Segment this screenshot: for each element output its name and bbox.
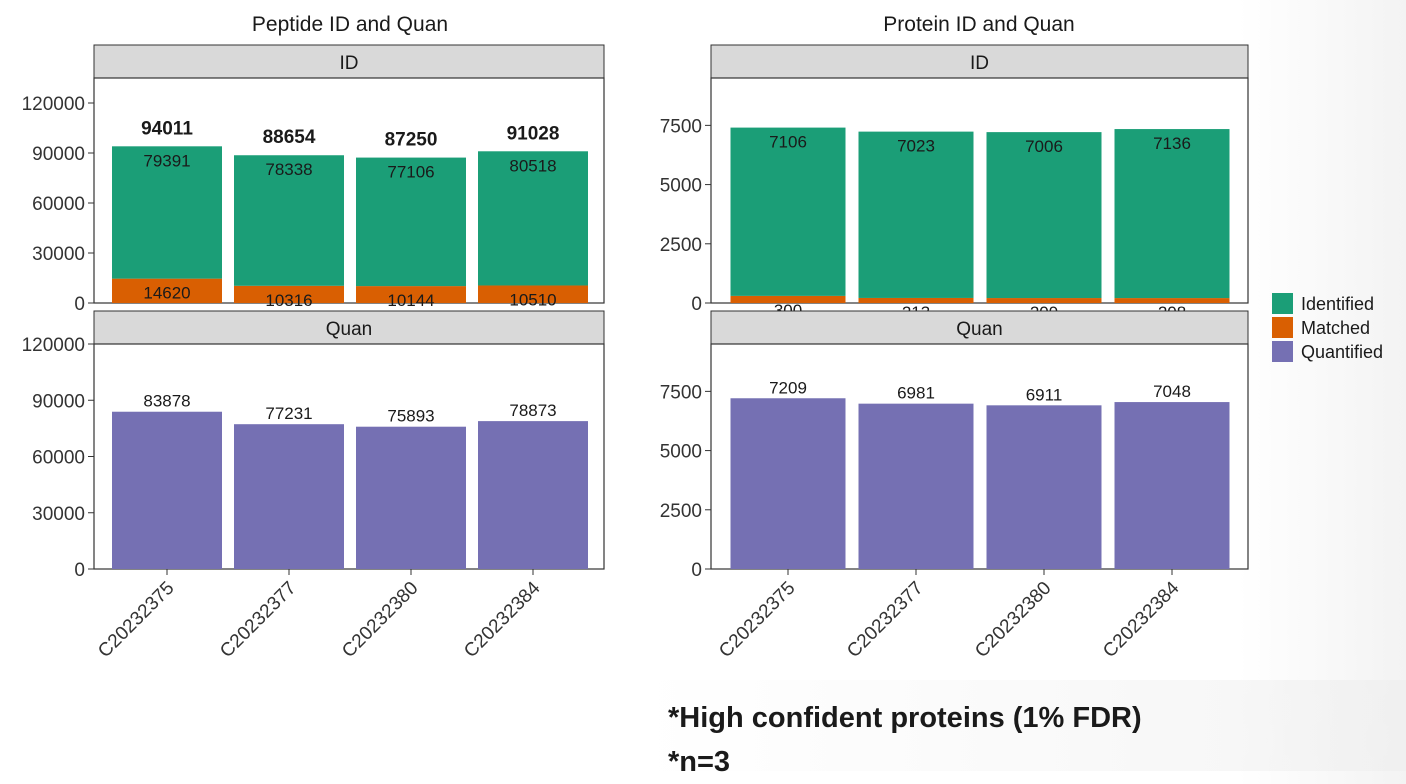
data-label-quantified: 6981 xyxy=(897,384,935,403)
y-tick-label: 5000 xyxy=(660,176,702,197)
y-tick-label: 0 xyxy=(74,560,85,581)
x-tick-label: C20232384 xyxy=(1099,577,1184,662)
data-label-total: 94011 xyxy=(141,118,193,139)
x-tick-label: C20232384 xyxy=(460,577,545,662)
facet-strip-label: Quan xyxy=(326,319,372,340)
y-tick-label: 30000 xyxy=(32,504,85,525)
bar-quantified xyxy=(478,421,588,569)
bar-identified xyxy=(234,155,344,286)
facet-strip-label: Quan xyxy=(956,319,1002,340)
y-tick-label: 0 xyxy=(74,294,85,315)
data-label-identified: 7006 xyxy=(1025,137,1063,156)
data-label-matched: 14620 xyxy=(143,284,190,303)
x-tick-label: C20232375 xyxy=(715,578,799,662)
legend-label-quantified: Quantified xyxy=(1301,342,1383,362)
bar-matched xyxy=(356,286,466,303)
data-label-quantified: 75893 xyxy=(387,407,434,426)
bar-quantified xyxy=(730,398,846,569)
bar-identified xyxy=(730,127,846,296)
y-tick-label: 60000 xyxy=(32,194,85,215)
data-label-identified: 7136 xyxy=(1153,134,1191,153)
x-tick-label: C20232377 xyxy=(843,578,927,662)
x-tick-label: C20232380 xyxy=(971,578,1055,662)
data-label-matched: 10510 xyxy=(509,290,556,309)
bar-quantified xyxy=(858,403,974,569)
data-label-total: 87250 xyxy=(385,130,438,151)
bar-quantified xyxy=(234,424,344,569)
chart-title: Peptide ID and Quan xyxy=(252,13,448,36)
legend-label-identified: Identified xyxy=(1301,294,1374,314)
y-tick-label: 120000 xyxy=(22,335,85,356)
bar-quantified xyxy=(986,405,1102,569)
y-tick-label: 2500 xyxy=(660,501,702,522)
facet-strip xyxy=(710,44,1249,79)
legend-swatch-identified xyxy=(1272,293,1293,314)
bar-quantified xyxy=(112,411,222,569)
y-tick-label: 120000 xyxy=(22,94,85,115)
bar-matched xyxy=(858,297,974,303)
data-label-identified: 7023 xyxy=(897,137,935,156)
bar-matched xyxy=(478,285,588,303)
bar-identified xyxy=(112,146,222,279)
data-label-quantified: 6911 xyxy=(1026,385,1063,404)
data-label-quantified: 83878 xyxy=(143,392,190,411)
bar-identified xyxy=(1114,129,1230,299)
facet-strip xyxy=(93,44,605,79)
y-tick-label: 0 xyxy=(691,560,702,581)
y-tick-label: 30000 xyxy=(32,244,85,265)
x-tick-label: C20232377 xyxy=(216,578,300,662)
x-tick-label: C20232380 xyxy=(338,578,422,662)
bar-matched xyxy=(730,295,846,303)
footnote-fdr: *High confident proteins (1% FDR) xyxy=(668,702,1142,734)
y-tick-label: 0 xyxy=(691,294,702,315)
data-label-identified: 7106 xyxy=(769,133,807,152)
data-label-matched: 10144 xyxy=(387,291,434,310)
facet-strip xyxy=(710,310,1249,345)
data-label-total: 91028 xyxy=(507,123,560,144)
bar-matched xyxy=(234,285,344,303)
bar-matched xyxy=(112,278,222,303)
legend-swatch-matched xyxy=(1272,317,1293,338)
data-label-quantified: 78873 xyxy=(509,401,556,420)
y-tick-label: 7500 xyxy=(660,116,702,137)
data-label-identified: 79391 xyxy=(143,151,190,170)
y-tick-label: 7500 xyxy=(660,382,702,403)
bar-identified xyxy=(858,131,974,298)
y-tick-label: 2500 xyxy=(660,235,702,256)
bar-identified xyxy=(478,151,588,286)
y-tick-label: 90000 xyxy=(32,391,85,412)
bar-identified xyxy=(986,132,1102,299)
facet-strip-label: ID xyxy=(970,53,989,74)
bar-matched xyxy=(986,298,1102,303)
y-tick-label: 5000 xyxy=(660,442,702,463)
data-label-quantified: 7209 xyxy=(769,378,807,397)
facet-strip-label: ID xyxy=(340,53,359,74)
footnote-n: *n=3 xyxy=(668,746,731,778)
data-label-identified: 78338 xyxy=(265,160,312,179)
data-label-total: 88654 xyxy=(263,127,316,148)
bar-quantified xyxy=(356,426,466,569)
data-label-identified: 77106 xyxy=(387,163,434,182)
y-tick-label: 90000 xyxy=(32,144,85,165)
legend-label-matched: Matched xyxy=(1301,318,1370,338)
legend-swatch-quantified xyxy=(1272,341,1293,362)
bar-matched xyxy=(1114,298,1230,303)
data-label-matched: 10316 xyxy=(265,291,312,310)
data-label-identified: 80518 xyxy=(509,156,556,175)
data-label-quantified: 77231 xyxy=(265,404,312,423)
chart-title: Protein ID and Quan xyxy=(883,13,1074,36)
data-label-quantified: 7048 xyxy=(1153,382,1191,401)
bar-identified xyxy=(356,157,466,287)
x-tick-label: C20232375 xyxy=(94,578,178,662)
bar-quantified xyxy=(1114,402,1230,569)
y-tick-label: 60000 xyxy=(32,448,85,469)
footer-shade xyxy=(640,680,1406,771)
